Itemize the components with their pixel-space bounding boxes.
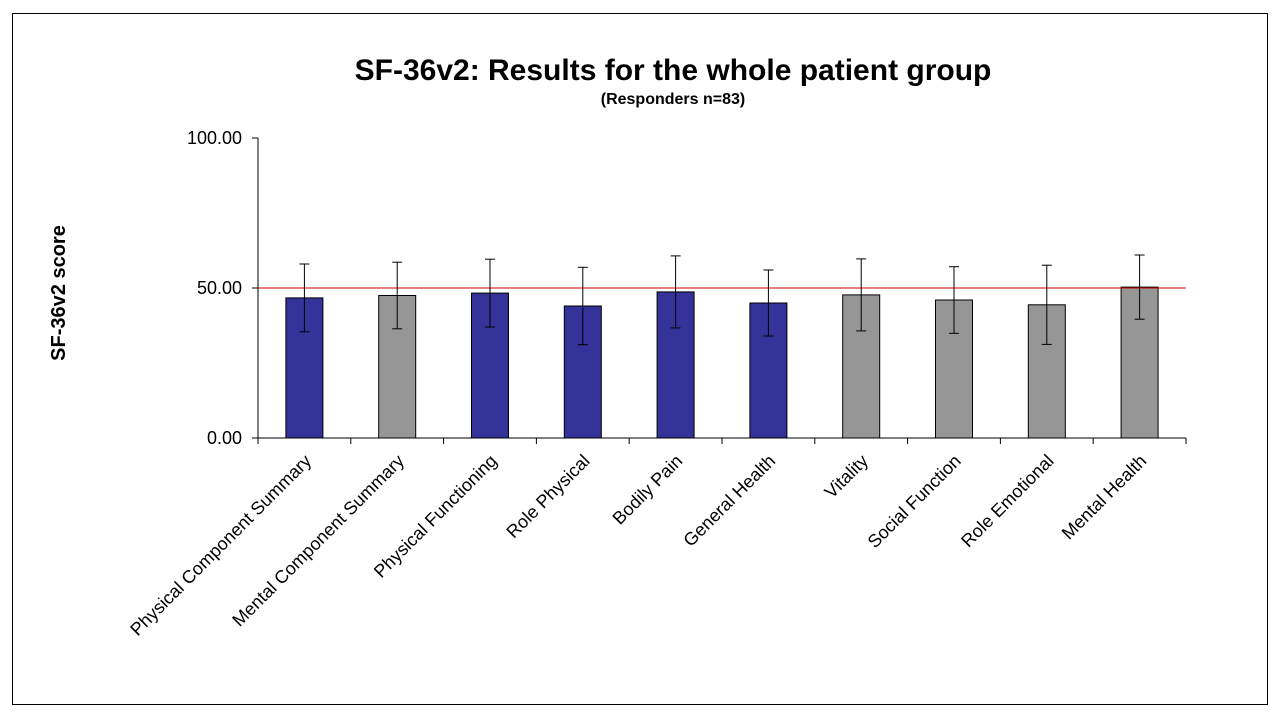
x-category-label: Bodily Pain: [609, 451, 687, 529]
bar-2: [378, 295, 417, 439]
y-axis-label: SF-36v2 score: [48, 225, 70, 361]
y-tick-label: 100.00: [187, 128, 242, 148]
x-category-label: Role Emotional: [957, 451, 1057, 551]
chart-subtitle: (Responders n=83): [601, 91, 745, 108]
x-category-label: Mental Component Summary: [228, 451, 408, 631]
x-category-label: General Health: [679, 451, 779, 551]
x-category-label: Physical Component Summary: [126, 451, 315, 640]
plot-area: 0.00 50.00 100.00 Physical Component Summar…: [126, 128, 1187, 640]
x-category-label: Role Physical: [502, 451, 593, 542]
x-category-label: Mental Health: [1058, 451, 1151, 544]
x-category-label: Social Function: [864, 451, 965, 552]
chart-title: SF-36v2: Results for the whole patient g…: [355, 54, 992, 87]
y-tick-label: 50.00: [197, 278, 242, 298]
y-tick-label: 0.00: [207, 428, 242, 448]
x-category-label: Vitality: [821, 451, 872, 502]
